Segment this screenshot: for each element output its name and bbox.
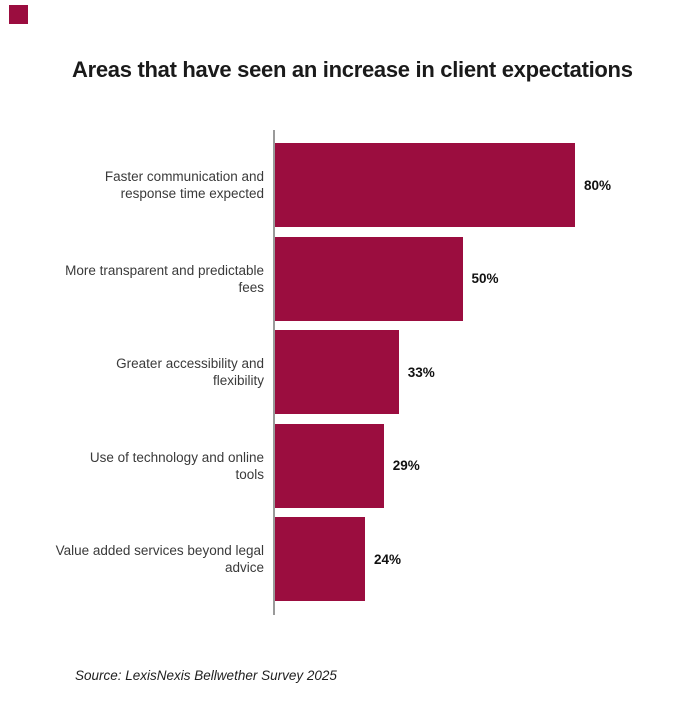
- bar-row: Faster communication and response time e…: [0, 143, 684, 227]
- brand-square-icon: [9, 5, 28, 24]
- value-label: 24%: [374, 551, 402, 567]
- value-label: 50%: [471, 271, 499, 286]
- bar-rows: Faster communication and response time e…: [0, 143, 684, 601]
- bar: [275, 517, 365, 601]
- bar: [275, 330, 399, 414]
- category-label: Faster communication and response time e…: [104, 169, 264, 201]
- bar-row: Use of technology and online tools 29%: [0, 423, 684, 508]
- chart-title: Areas that have seen an increase in clie…: [72, 57, 633, 82]
- value-label: 80%: [584, 177, 612, 193]
- bar-row: Value added services beyond legal advice…: [0, 517, 684, 601]
- bar: [275, 143, 575, 227]
- bar-row: Greater accessibility and flexibility 33…: [0, 330, 684, 414]
- source-note: Source: LexisNexis Bellwether Survey 202…: [75, 668, 337, 683]
- y-axis-line: [273, 130, 275, 615]
- bar-row: More transparent and predictable fees 50…: [0, 236, 684, 321]
- value-label: 29%: [392, 458, 420, 473]
- bar: [275, 236, 463, 321]
- category-label: Greater accessibility and flexibility: [116, 356, 264, 388]
- category-label: Use of technology and online tools: [89, 449, 264, 482]
- bar: [275, 423, 384, 508]
- category-label: Value added services beyond legal advice: [55, 543, 264, 575]
- category-label: More transparent and predictable fees: [65, 262, 264, 295]
- value-label: 33%: [407, 364, 435, 380]
